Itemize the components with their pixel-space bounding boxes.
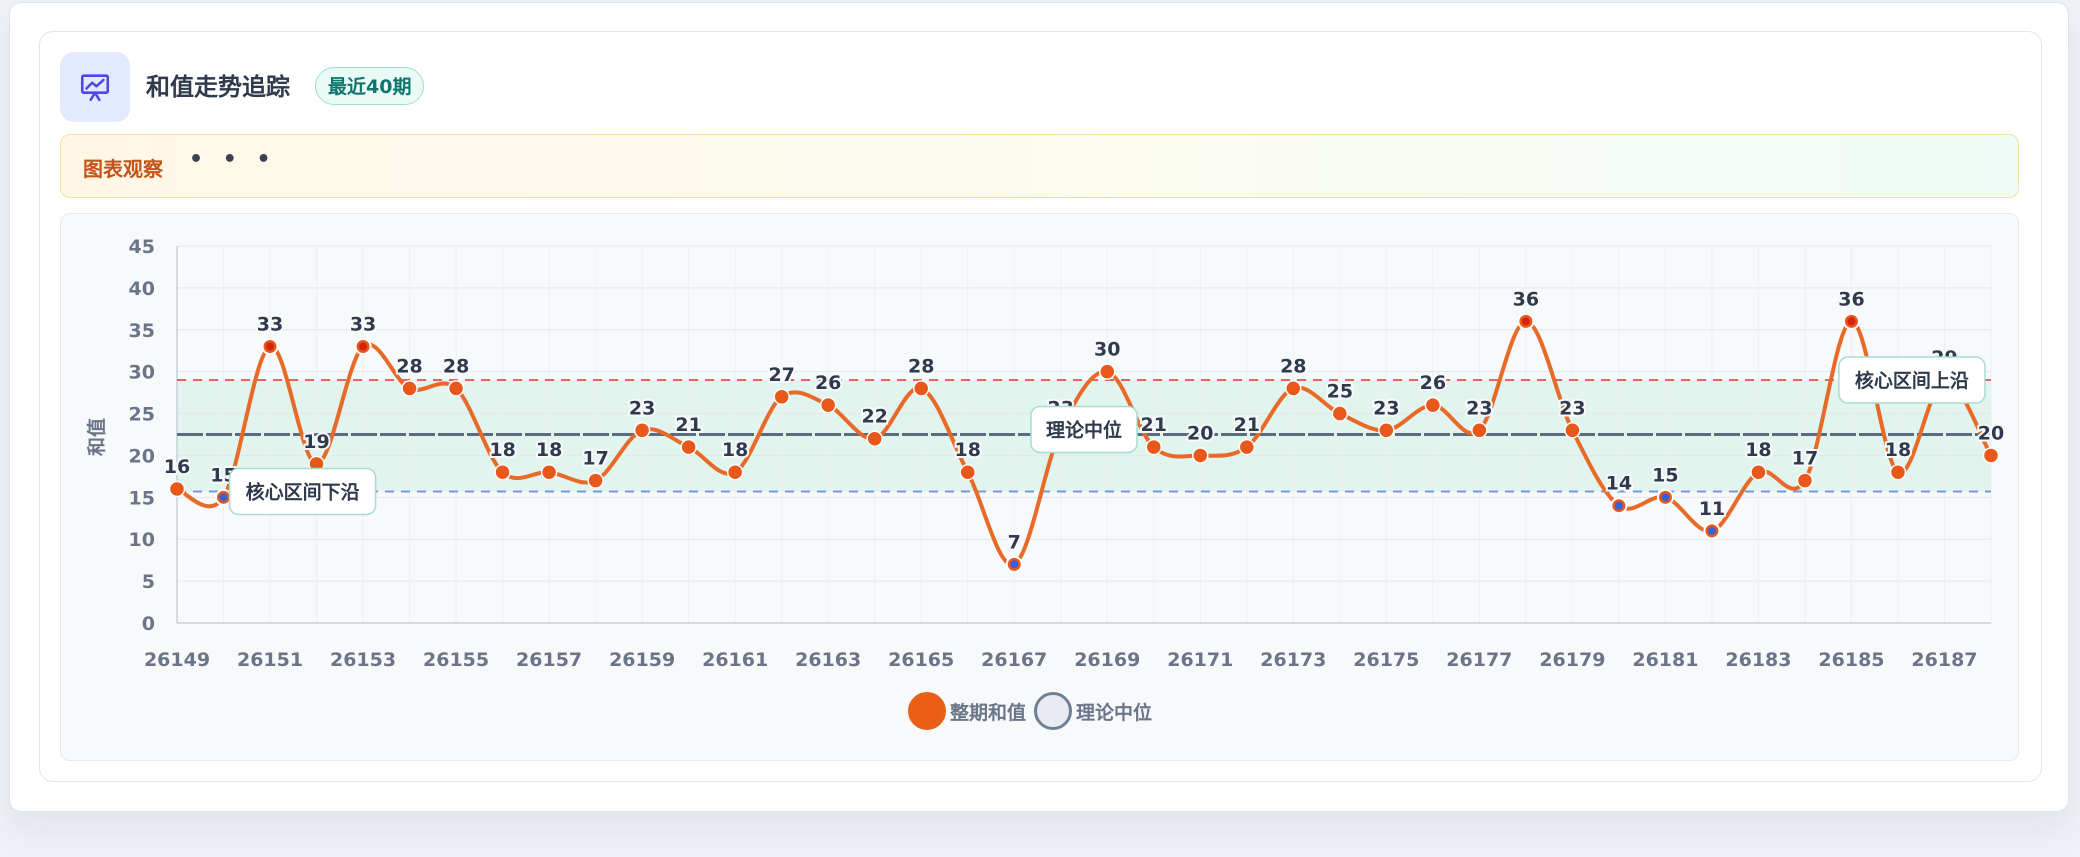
more-dots-icon[interactable]: • • • — [189, 147, 277, 172]
card-title: 和值走势追踪 — [146, 73, 290, 101]
chart-legend: 整期和值 理论中位 — [908, 692, 1152, 730]
legend-label-median: 理论中位 — [1076, 701, 1153, 724]
legend-item-sum[interactable]: 整期和值 — [908, 692, 1026, 730]
chart-area — [60, 213, 2019, 761]
observation-label: 图表观察 — [83, 157, 163, 181]
legend-label-sum: 整期和值 — [950, 701, 1027, 724]
legend-swatch-median — [1034, 692, 1073, 730]
period-badge: 最近40期 — [315, 67, 425, 105]
legend-swatch-sum — [908, 692, 946, 730]
presentation-chart-icon — [60, 52, 130, 122]
observation-panel[interactable]: 图表观察 • • • — [60, 134, 2019, 198]
legend-item-median[interactable]: 理论中位 — [1034, 692, 1152, 730]
